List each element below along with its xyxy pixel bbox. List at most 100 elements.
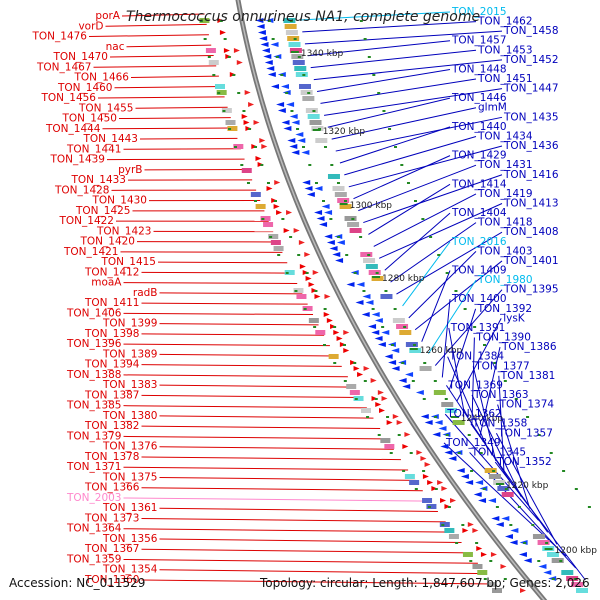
forward-gene-arrow <box>416 450 423 455</box>
reverse-gene-arrow <box>488 498 497 503</box>
label-connector <box>141 333 325 336</box>
gene-label-right: TON_1414 <box>451 178 507 190</box>
cog-box <box>439 522 450 527</box>
track-dot <box>277 254 281 256</box>
cog-box <box>444 528 455 533</box>
gene-label-left: TON_1467 <box>36 61 92 73</box>
label-connector <box>141 579 495 585</box>
label-connector <box>102 127 235 130</box>
gene-label-left: TON_2003 <box>66 492 122 504</box>
track-dot <box>333 362 337 364</box>
gene-label-right: TON_1381 <box>500 370 556 382</box>
reverse-gene-arrow <box>377 342 386 347</box>
gene-label-left: TON_1450 <box>61 113 117 125</box>
gene-label-right: TON_1458 <box>503 25 559 37</box>
forward-gene-arrow <box>308 282 315 287</box>
cog-box <box>289 48 302 53</box>
cog-box <box>315 138 328 143</box>
track-dot <box>447 506 451 508</box>
gene-label-left: TON_1421 <box>63 246 119 258</box>
cog-box <box>532 534 545 539</box>
cog-box <box>360 252 373 257</box>
track-dot <box>203 38 207 40</box>
track-dot <box>207 56 211 58</box>
track-dot <box>363 38 367 40</box>
gene-label-right: TON_1404 <box>451 207 507 219</box>
track-dot <box>455 542 459 544</box>
cog-box <box>365 264 378 269</box>
track-dot <box>271 38 275 40</box>
gene-label-left: TON_1441 <box>66 143 122 155</box>
forward-gene-arrow <box>259 138 266 143</box>
track-dot <box>297 254 301 256</box>
cog-box <box>291 54 304 59</box>
label-connector <box>139 137 238 140</box>
forward-gene-arrow <box>427 480 434 485</box>
gene-label-right: TON_2015 <box>451 6 507 18</box>
forward-gene-arrow <box>377 390 384 395</box>
label-connector <box>123 282 298 284</box>
forward-gene-arrow <box>357 372 364 377</box>
reverse-gene-arrow <box>304 186 313 191</box>
forward-gene-arrow <box>422 474 429 479</box>
track-dot <box>280 74 284 76</box>
cog-box <box>233 144 244 149</box>
track-dot <box>437 254 441 256</box>
reverse-gene-arrow <box>289 114 298 119</box>
track-dot <box>234 146 238 148</box>
track-dot <box>537 434 541 436</box>
cog-box <box>484 468 497 473</box>
cog-box <box>546 552 559 557</box>
cog-box <box>205 48 216 53</box>
label-connector <box>126 44 212 48</box>
gene-label-left: TON_1367 <box>84 543 140 555</box>
gene-label-left: TON_1433 <box>70 174 126 186</box>
track-dot <box>302 146 306 148</box>
reverse-gene-arrow <box>271 84 280 89</box>
label-connector <box>97 96 225 99</box>
track-dot <box>463 308 467 310</box>
cog-box <box>426 504 437 509</box>
track-dot <box>212 74 216 76</box>
reverse-gene-arrow <box>365 300 374 305</box>
track-dot <box>260 164 264 166</box>
track-dot <box>382 110 386 112</box>
label-connector <box>390 222 477 283</box>
label-connector <box>105 23 207 27</box>
cog-box <box>571 582 584 587</box>
gene-label-left: TON_1388 <box>66 369 122 381</box>
gene-label-right: TON_1457 <box>451 35 507 47</box>
cog-box <box>371 276 384 281</box>
gene-label-left: TON_1371 <box>66 461 122 473</box>
gene-label-right: TON_1431 <box>477 159 533 171</box>
track-dot <box>414 200 417 202</box>
gene-label-right: TON_1416 <box>503 169 559 181</box>
track-dot <box>366 416 370 418</box>
track-dot <box>503 380 507 382</box>
cog-box <box>302 306 313 311</box>
gene-label-left: pyrB <box>118 164 142 176</box>
gene-label-right: TON_1362 <box>446 408 502 420</box>
cog-box <box>263 222 274 227</box>
gene-label-left: nac <box>106 41 125 53</box>
track-dot <box>324 146 328 148</box>
label-connector <box>159 538 462 544</box>
kbp-label: 1240 kbp <box>461 414 504 424</box>
reverse-gene-arrow <box>388 360 397 365</box>
reverse-gene-arrow <box>475 480 484 485</box>
track-dot <box>305 272 309 274</box>
cog-box <box>441 402 454 407</box>
track-dot <box>359 20 363 22</box>
kbp-label: 1260 kbp <box>420 346 463 356</box>
track-dot <box>429 236 433 238</box>
cog-box <box>296 294 307 299</box>
forward-gene-arrow <box>236 60 243 65</box>
gene-label-right: TON_1448 <box>451 63 507 75</box>
gene-label-right: TON_1384 <box>449 351 505 363</box>
reverse-gene-arrow <box>391 366 400 371</box>
label-connector <box>421 270 451 342</box>
cog-box <box>309 120 322 125</box>
gene-label-right: TON_1363 <box>473 389 529 401</box>
gene-label-right: TON_1349 <box>445 437 501 449</box>
reverse-gene-arrow <box>256 24 265 29</box>
